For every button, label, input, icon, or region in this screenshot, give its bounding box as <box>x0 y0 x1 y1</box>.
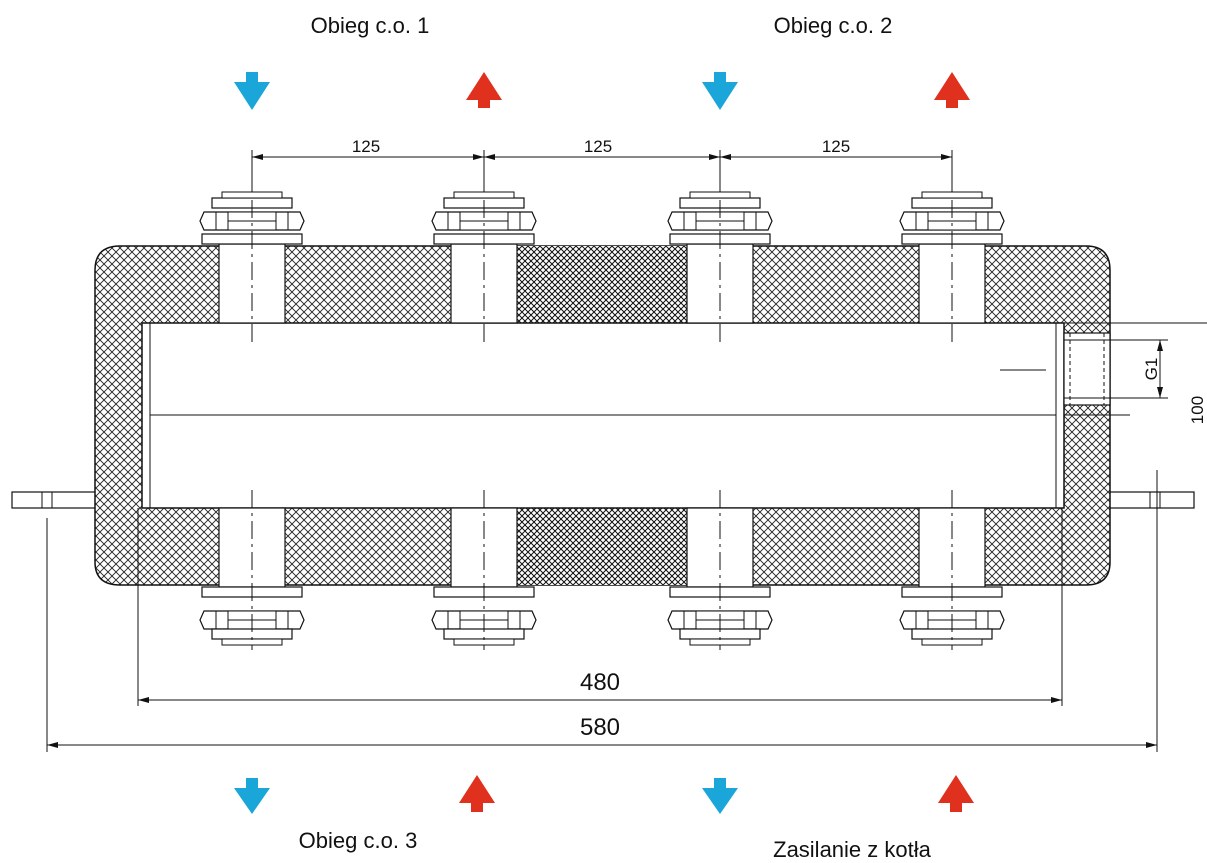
spacing-label-2: 125 <box>584 137 612 156</box>
title-circuit-3: Obieg c.o. 3 <box>299 828 418 853</box>
arrow-down-icon <box>234 778 270 814</box>
spacing-dimension-lines <box>251 150 953 205</box>
arrow-up-icon <box>466 72 502 108</box>
spacing-label-3: 125 <box>822 137 850 156</box>
arrow-down-icon <box>702 778 738 814</box>
thread-label: G1 <box>1142 358 1161 381</box>
arrow-up-icon <box>938 775 974 812</box>
title-circuit-1: Obieg c.o. 1 <box>311 13 430 38</box>
title-boiler-supply: Zasilanie z kotła <box>773 837 932 862</box>
height-label: 100 <box>1188 396 1207 424</box>
centerlines <box>251 200 953 650</box>
manifold-body <box>141 322 1065 509</box>
arrow-down-icon <box>702 72 738 110</box>
overall-length-label: 580 <box>580 714 620 741</box>
arrow-up-icon <box>459 775 495 812</box>
thread-outlet <box>1000 322 1207 416</box>
title-circuit-2: Obieg c.o. 2 <box>774 13 893 38</box>
arrow-up-icon <box>934 72 970 108</box>
overall-dimension-lines <box>46 470 1158 752</box>
spacing-label-1: 125 <box>352 137 380 156</box>
inner-length-label: 480 <box>580 669 620 696</box>
arrow-down-icon <box>234 72 270 110</box>
